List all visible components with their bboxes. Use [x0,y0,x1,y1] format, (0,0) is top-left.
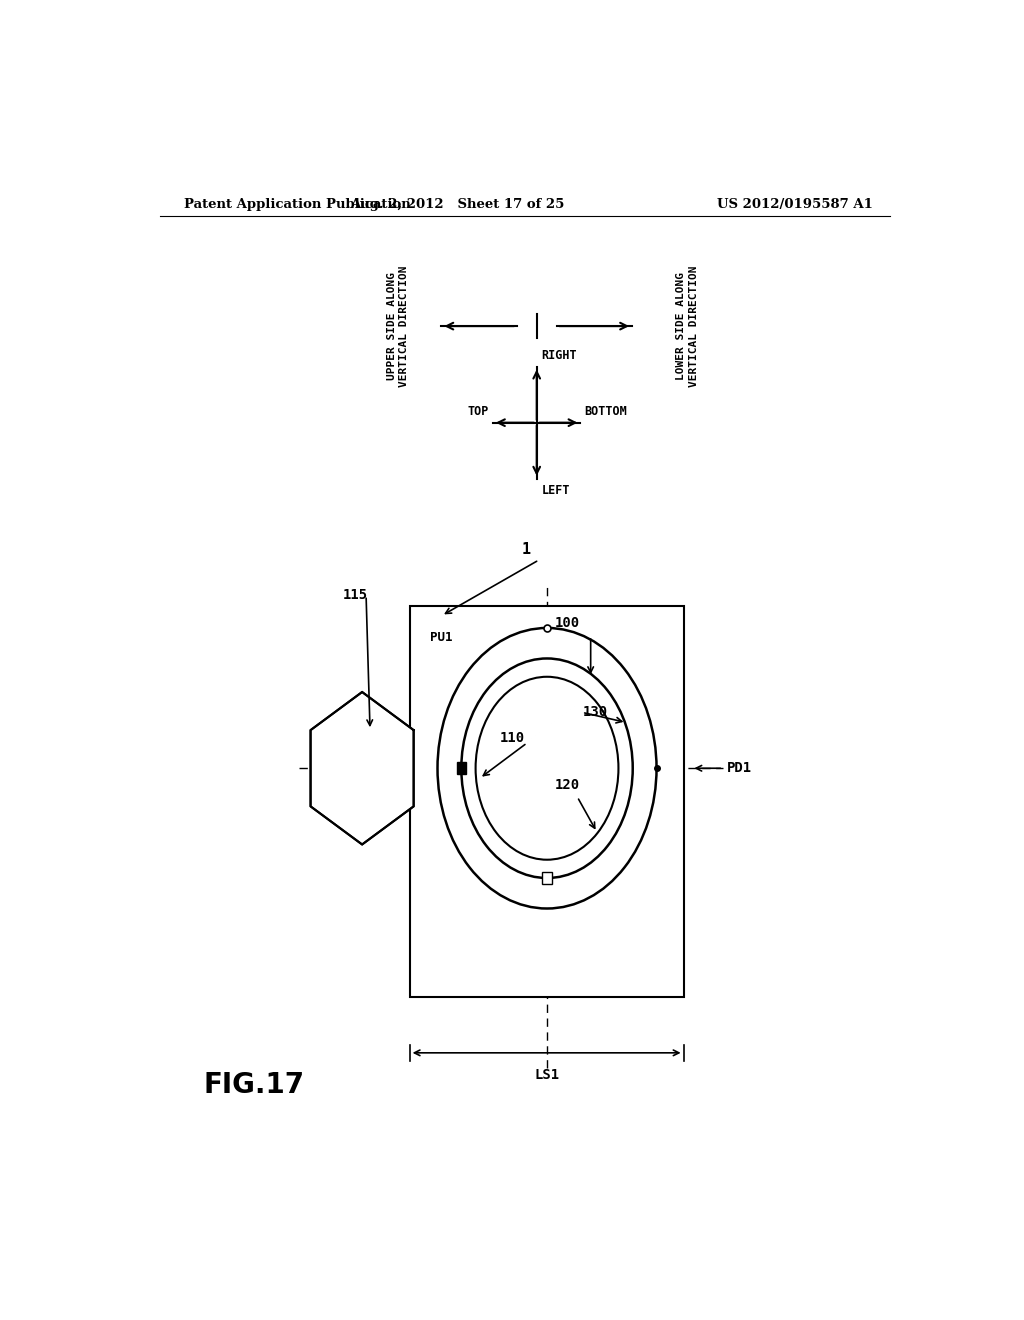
Text: LS1: LS1 [535,1068,559,1082]
Text: RIGHT: RIGHT [542,348,578,362]
Text: FIG.17: FIG.17 [204,1072,304,1100]
Text: PD1: PD1 [727,762,753,775]
Text: TOP: TOP [468,405,489,417]
Text: 1: 1 [522,543,531,557]
Text: 130: 130 [583,705,608,719]
Text: 110: 110 [500,731,524,744]
Text: PU1: PU1 [430,631,452,644]
Text: US 2012/0195587 A1: US 2012/0195587 A1 [717,198,872,211]
Text: UPPER SIDE ALONG
VERTICAL DIRECTION: UPPER SIDE ALONG VERTICAL DIRECTION [387,265,409,387]
Text: BOTTOM: BOTTOM [585,405,627,417]
Text: Aug. 2, 2012   Sheet 17 of 25: Aug. 2, 2012 Sheet 17 of 25 [350,198,564,211]
Text: Patent Application Publication: Patent Application Publication [183,198,411,211]
Text: 115: 115 [342,589,368,602]
Bar [457,762,466,775]
Text: 100: 100 [555,615,580,630]
Polygon shape [310,692,414,845]
Text: LOWER SIDE ALONG
VERTICAL DIRECTION: LOWER SIDE ALONG VERTICAL DIRECTION [676,265,698,387]
Bar [410,606,684,997]
Bar [543,873,552,884]
Text: 120: 120 [555,779,580,792]
Text: LEFT: LEFT [542,483,570,496]
